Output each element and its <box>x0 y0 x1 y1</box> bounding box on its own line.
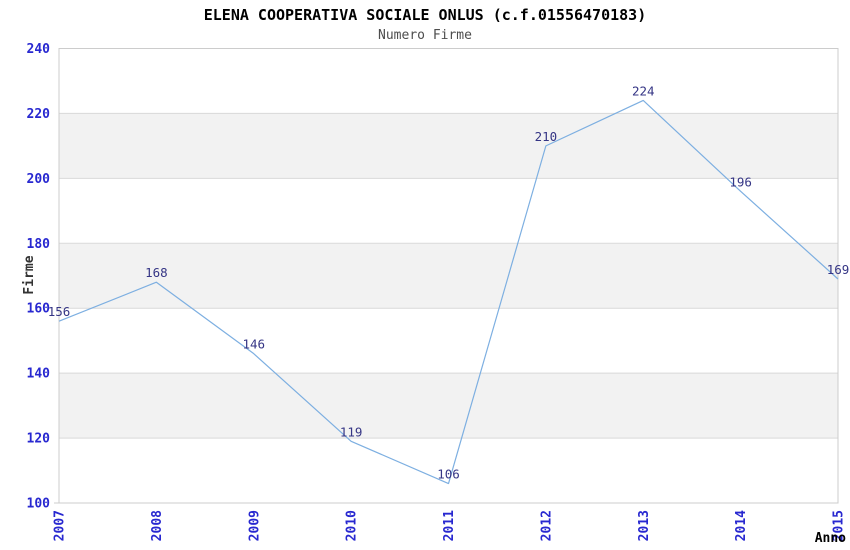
x-axis-title: Anno <box>814 531 846 546</box>
y-tick-label: 200 <box>27 172 51 187</box>
data-point-label: 224 <box>632 83 655 98</box>
data-point-label: 168 <box>145 265 168 280</box>
x-tick-label: 2011 <box>442 510 457 541</box>
y-tick-label: 140 <box>27 367 51 382</box>
y-tick-label: 120 <box>27 432 51 447</box>
grid-band <box>59 113 838 179</box>
chart-title: ELENA COOPERATIVA SOCIALE ONLUS (c.f.015… <box>203 6 647 24</box>
x-tick-label: 2012 <box>539 510 554 541</box>
y-tick-label: 220 <box>27 107 51 122</box>
grid-band <box>59 243 838 309</box>
chart-subtitle: Numero Firme <box>378 28 472 43</box>
line-series <box>58 99 839 485</box>
x-tick-label: 2008 <box>150 510 165 541</box>
data-point-label: 196 <box>729 174 752 189</box>
data-point-label: 119 <box>340 424 363 439</box>
data-point-label: 156 <box>48 304 71 319</box>
grid-band <box>59 373 838 439</box>
x-tick-label: 2014 <box>734 510 749 541</box>
x-tick-label: 2013 <box>637 510 652 541</box>
x-tick-label: 2009 <box>247 510 262 541</box>
grid-band <box>59 48 838 114</box>
y-axis-title: Firme <box>22 255 37 295</box>
grid-band <box>59 308 838 374</box>
x-tick-label: 2010 <box>345 510 360 541</box>
plot-border <box>58 48 839 504</box>
y-tick-label: 100 <box>27 497 51 512</box>
x-tick-label: 2015 <box>832 510 847 541</box>
data-point-label: 106 <box>437 467 460 482</box>
y-tick-label: 240 <box>27 42 51 57</box>
grid-band <box>59 178 838 244</box>
y-tick-label: 160 <box>27 302 51 317</box>
y-tick-label: 180 <box>27 237 51 252</box>
grid-band <box>59 438 838 503</box>
x-tick-label: 2007 <box>53 510 68 541</box>
data-point-label: 210 <box>535 129 558 144</box>
data-point-label: 169 <box>827 262 850 277</box>
data-point-label: 146 <box>242 337 265 352</box>
